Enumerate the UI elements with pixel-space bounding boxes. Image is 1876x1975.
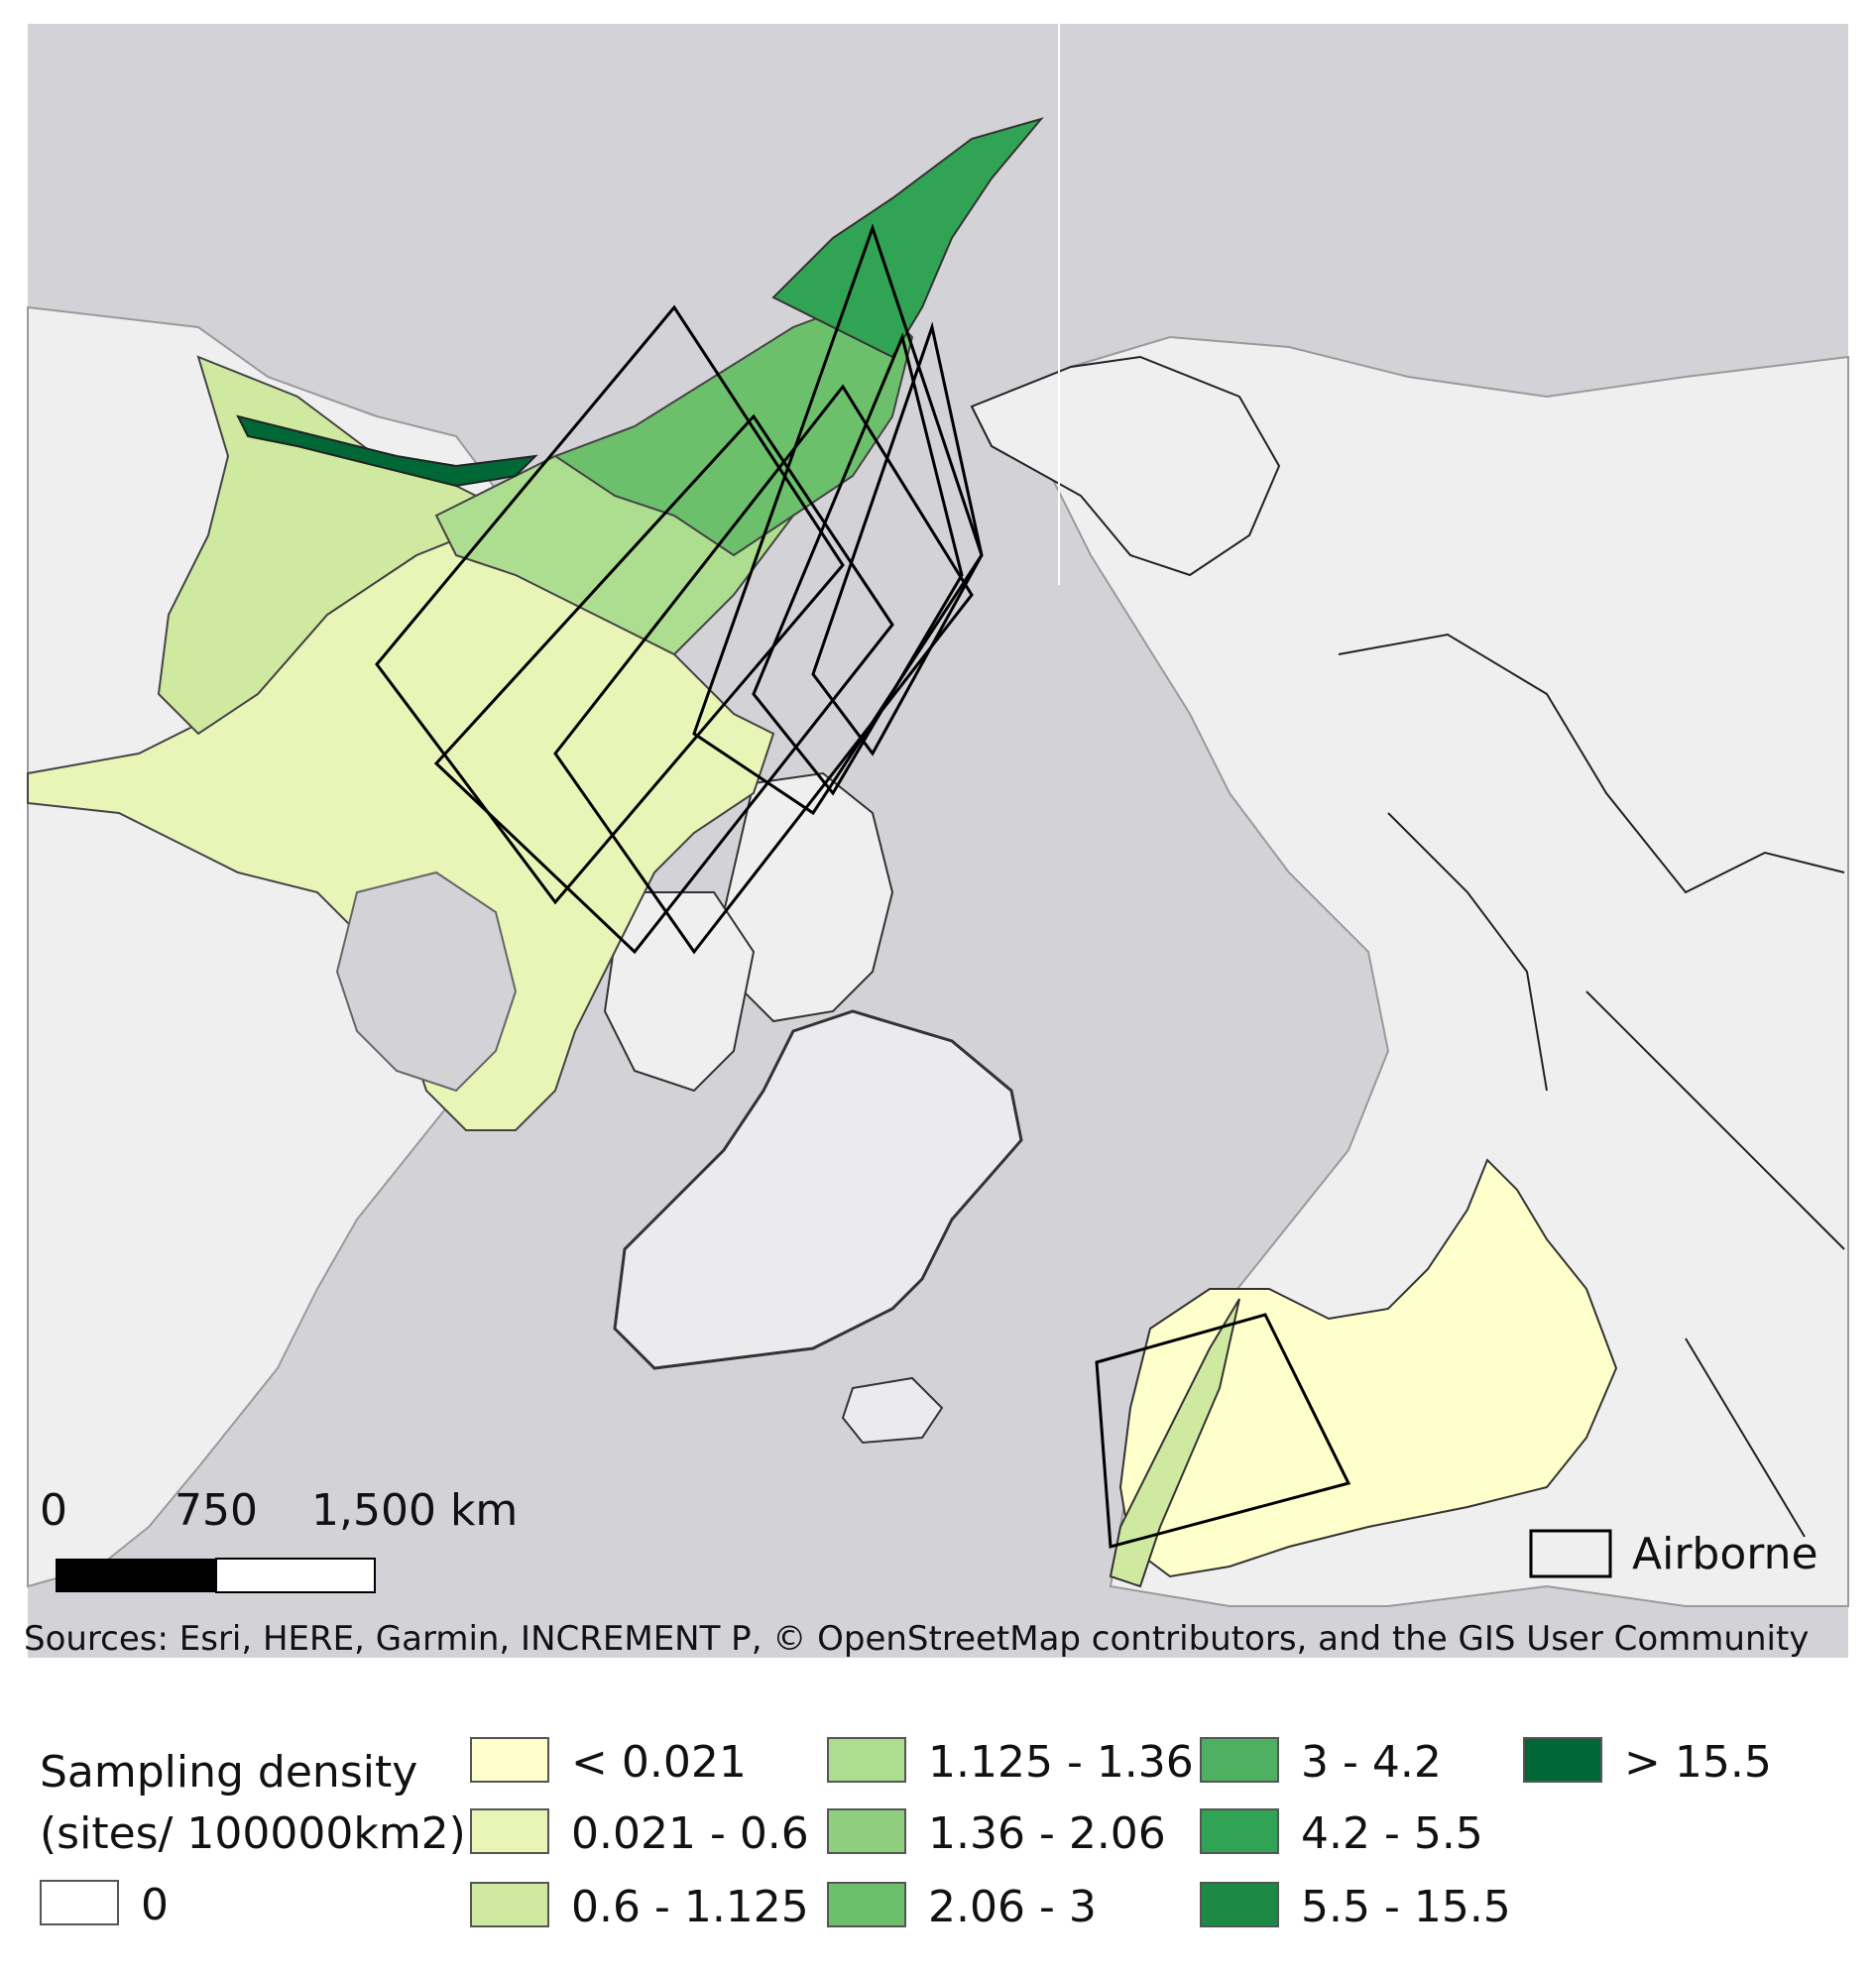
siberia-region-outline <box>1338 633 1845 1538</box>
legend-swatch-class-4 <box>827 1737 906 1783</box>
norway-coast-density <box>1109 1298 1240 1588</box>
airborne-box <box>553 384 974 955</box>
airborne-boxes-north-america <box>375 223 984 955</box>
airborne-box <box>433 413 894 955</box>
scale-bar-black-segment <box>56 1559 216 1592</box>
scale-bar: 0 750 1,500 km <box>40 1485 518 1593</box>
legend-label-class-10: > 15.5 <box>1624 1737 1772 1788</box>
legend-label-class-6: 2.06 - 3 <box>928 1882 1097 1932</box>
na-density-highest <box>236 414 538 488</box>
legend-swatch-class-7 <box>1200 1737 1279 1783</box>
legend-title-line2: (sites/ 100000km2) <box>40 1808 466 1859</box>
legend-swatch-class-1 <box>470 1737 549 1783</box>
na-density-mid-high <box>552 295 914 557</box>
airborne-legend-label: Airborne <box>1632 1529 1818 1579</box>
fennoscandia-low-density <box>1118 1158 1618 1578</box>
legend-swatch-class-2 <box>470 1808 549 1854</box>
legend-swatch-class-3 <box>470 1882 549 1927</box>
legend-swatch-class-5 <box>827 1808 906 1854</box>
legend-label-class-5: 1.36 - 2.06 <box>928 1808 1166 1859</box>
airborne-box <box>375 304 845 905</box>
legend-swatch-class-6 <box>827 1882 906 1927</box>
attribution-text: Sources: Esri, HERE, Garmin, INCREMENT P… <box>24 1619 1809 1659</box>
hudson-bay <box>335 871 518 1093</box>
na-density-high <box>771 117 1044 359</box>
legend-label-class-1: < 0.021 <box>571 1737 747 1788</box>
airborne-box-scandinavia <box>1095 1313 1351 1549</box>
greenland <box>613 1009 1023 1370</box>
scale-label-1500: 1,500 km <box>311 1485 518 1536</box>
legend-swatch-class-10 <box>1523 1737 1602 1783</box>
scale-label-750: 750 <box>175 1485 258 1536</box>
legend-label-zero: 0 <box>141 1880 169 1930</box>
legend-label-class-4: 1.125 - 1.36 <box>928 1737 1194 1788</box>
airborne-legend: Airborne <box>1529 1529 1818 1579</box>
legend-label-class-7: 3 - 4.2 <box>1301 1737 1442 1788</box>
legend-label-class-9: 5.5 - 15.5 <box>1301 1882 1511 1932</box>
density-legend: Sampling density (sites/ 100000km2) 0 < … <box>0 1685 1876 1975</box>
legend-swatch-zero <box>40 1880 119 1925</box>
legend-swatch-class-8 <box>1200 1808 1279 1854</box>
map: 0 750 1,500 km Airborne Sources: Esri, H… <box>24 24 1849 1659</box>
airborne-legend-swatch <box>1529 1529 1612 1578</box>
legend-label-class-3: 0.6 - 1.125 <box>571 1882 809 1932</box>
legend-swatch-class-9 <box>1200 1882 1279 1927</box>
iceland <box>841 1376 944 1445</box>
chukotka-region <box>970 355 1281 577</box>
legend-title-line1: Sampling density <box>40 1747 418 1798</box>
airborne-box <box>752 332 964 796</box>
legend-label-class-8: 4.2 - 5.5 <box>1301 1808 1483 1859</box>
scale-bar-white-segment <box>215 1558 376 1593</box>
legend-label-class-2: 0.021 - 0.6 <box>571 1808 809 1859</box>
scale-label-0: 0 <box>40 1485 67 1536</box>
airborne-box <box>811 321 984 756</box>
